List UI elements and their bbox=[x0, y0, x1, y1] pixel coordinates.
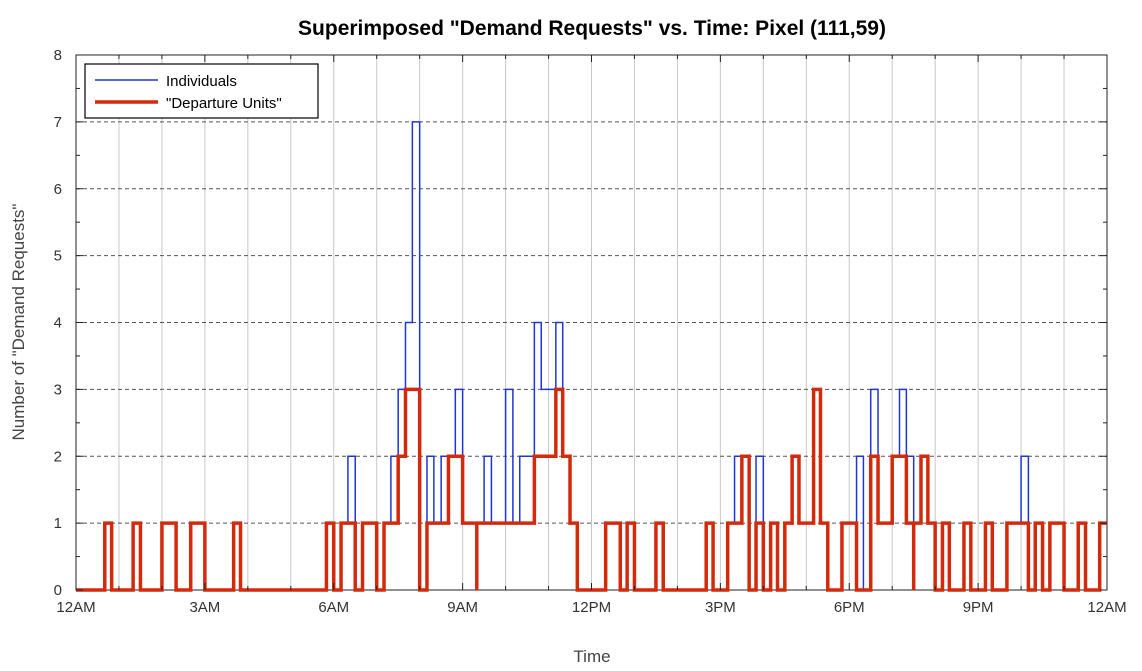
x-tick-label: 12AM bbox=[1087, 599, 1126, 616]
x-tick-label: 9AM bbox=[447, 599, 478, 616]
x-tick-label: 12PM bbox=[572, 599, 611, 616]
y-tick-label: 4 bbox=[54, 315, 62, 332]
legend: Individuals "Departure Units" bbox=[84, 63, 319, 119]
x-tick-label: 9PM bbox=[963, 599, 994, 616]
series-line-1 bbox=[76, 387, 1107, 592]
y-tick-label: 5 bbox=[54, 248, 62, 265]
y-tick-label: 7 bbox=[54, 114, 62, 131]
grid bbox=[76, 54, 1107, 590]
legend-label-departure-units: "Departure Units" bbox=[166, 95, 282, 112]
x-tick-label: 3PM bbox=[705, 599, 736, 616]
x-tick-label: 6PM bbox=[834, 599, 865, 616]
y-tick-label: 3 bbox=[54, 381, 62, 398]
legend-label-individuals: Individuals bbox=[166, 73, 237, 90]
x-tick-label: 6AM bbox=[318, 599, 349, 616]
y-tick-label: 8 bbox=[54, 47, 62, 64]
y-tick-label: 2 bbox=[54, 448, 62, 465]
legend-box bbox=[84, 63, 319, 119]
y-axis-label: Number of "Demand Requests" bbox=[9, 204, 28, 441]
series-layer bbox=[76, 121, 1107, 592]
x-tick-label: 12AM bbox=[56, 599, 95, 616]
y-tick-label: 6 bbox=[54, 181, 62, 198]
y-tick-label: 0 bbox=[54, 582, 62, 599]
x-tick-label: 3AM bbox=[189, 599, 220, 616]
x-axis-label: Time bbox=[573, 647, 610, 666]
chart-title: Superimposed "Demand Requests" vs. Time:… bbox=[298, 17, 886, 40]
y-tick-label: 1 bbox=[54, 515, 62, 532]
